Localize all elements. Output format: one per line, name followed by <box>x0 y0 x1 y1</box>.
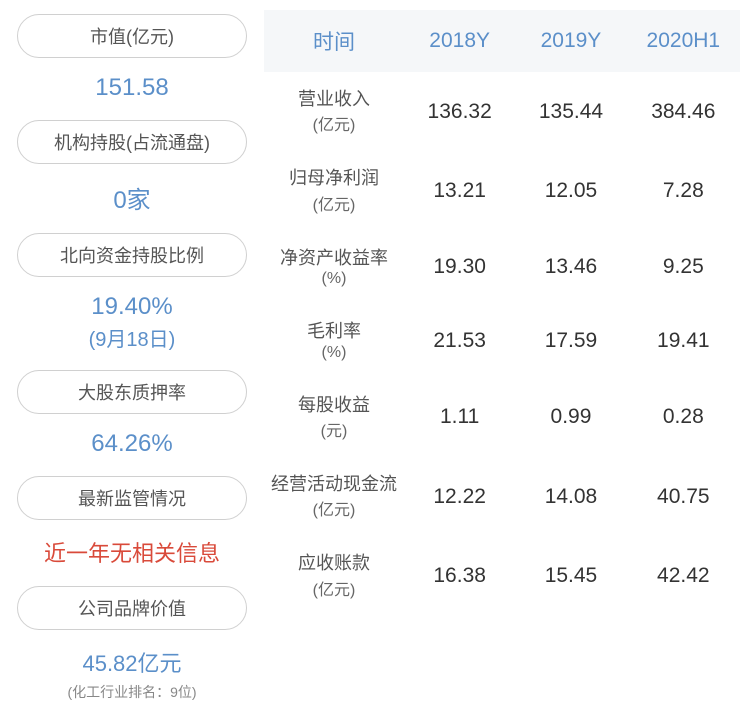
table-header-cell: 2020H1 <box>627 10 740 72</box>
table-row: 净资产收益率(%)19.3013.469.25 <box>264 231 740 304</box>
table-cell: 0.99 <box>515 378 626 457</box>
table-row: 应收账款(亿元)16.3815.4542.42 <box>264 536 740 615</box>
table-header: 时间2018Y2019Y2020H1 <box>264 10 740 72</box>
row-label: 经营活动现金流 <box>268 473 400 496</box>
table-cell: 13.46 <box>515 231 626 304</box>
table-cell: 42.42 <box>627 536 740 615</box>
row-label: 营业收入 <box>268 88 400 111</box>
row-unit: (%) <box>268 344 400 362</box>
table-header-cell: 2019Y <box>515 10 626 72</box>
stat-pill: 北向资金持股比例 <box>17 233 247 277</box>
table-cell: 384.46 <box>627 72 740 151</box>
table-cell: 13.21 <box>404 151 515 230</box>
stat-value-block: 19.40%(9月18日) <box>8 293 256 352</box>
stat-value: 45.82亿元 <box>8 646 256 678</box>
table-cell: 12.05 <box>515 151 626 230</box>
row-label-cell: 每股收益(元) <box>264 378 404 457</box>
row-unit: (亿元) <box>268 496 400 520</box>
table-row: 每股收益(元)1.110.990.28 <box>264 378 740 457</box>
table-cell: 0.28 <box>627 378 740 457</box>
table-cell: 21.53 <box>404 304 515 377</box>
row-unit: (亿元) <box>268 111 400 135</box>
stat-pill: 最新监管情况 <box>17 476 247 520</box>
stat-sub: (9月18日) <box>8 323 256 352</box>
stat-value: 64.26% <box>8 430 256 458</box>
right-table-panel: 时间2018Y2019Y2020H1 营业收入(亿元)136.32135.443… <box>264 0 750 678</box>
table-header-cell: 2018Y <box>404 10 515 72</box>
table-cell: 9.25 <box>627 231 740 304</box>
table-row: 经营活动现金流(亿元)12.2214.0840.75 <box>264 457 740 536</box>
table-cell: 12.22 <box>404 457 515 536</box>
row-label-cell: 应收账款(亿元) <box>264 536 404 615</box>
table-cell: 7.28 <box>627 151 740 230</box>
stat-value-block: 151.58 <box>8 74 256 102</box>
table-row: 归母净利润(亿元)13.2112.057.28 <box>264 151 740 230</box>
stat-value: 151.58 <box>8 74 256 102</box>
table-cell: 136.32 <box>404 72 515 151</box>
stat-value-block: 45.82亿元 (化工行业排名：9位) <box>8 646 256 702</box>
row-label: 净资产收益率 <box>268 247 400 270</box>
stat-value-block: 64.26% <box>8 430 256 458</box>
table-cell: 16.38 <box>404 536 515 615</box>
row-label: 归母净利润 <box>268 167 400 190</box>
left-stats-panel: 市值(亿元) 151.58 机构持股(占流通盘) 0家北向资金持股比例 19.40%(9… <box>0 0 264 678</box>
row-unit: (亿元) <box>268 576 400 600</box>
table-cell: 40.75 <box>627 457 740 536</box>
stat-value-block: 近一年无相关信息 <box>8 536 256 568</box>
row-label-cell: 营业收入(亿元) <box>264 72 404 151</box>
stat-value: 近一年无相关信息 <box>8 536 256 568</box>
table-header-cell: 时间 <box>264 10 404 72</box>
table-cell: 15.45 <box>515 536 626 615</box>
table-cell: 17.59 <box>515 304 626 377</box>
row-label-cell: 毛利率(%) <box>264 304 404 377</box>
table-cell: 19.41 <box>627 304 740 377</box>
row-label-cell: 归母净利润(亿元) <box>264 151 404 230</box>
row-unit: (亿元) <box>268 191 400 215</box>
row-unit: (%) <box>268 270 400 288</box>
stat-pill: 机构持股(占流通盘) <box>17 120 247 164</box>
stat-pill: 市值(亿元) <box>17 14 247 58</box>
table-row: 毛利率(%)21.5317.5919.41 <box>264 304 740 377</box>
row-label: 毛利率 <box>268 320 400 343</box>
row-unit: (元) <box>268 417 400 441</box>
row-label: 每股收益 <box>268 394 400 417</box>
table-body: 营业收入(亿元)136.32135.44384.46归母净利润(亿元)13.21… <box>264 72 740 616</box>
stat-value: 0家 <box>8 180 256 215</box>
stat-value: 19.40% <box>8 293 256 321</box>
stat-value-block: 0家 <box>8 180 256 215</box>
financial-table: 时间2018Y2019Y2020H1 营业收入(亿元)136.32135.443… <box>264 10 740 616</box>
stat-note: (化工行业排名：9位) <box>8 682 256 702</box>
row-label: 应收账款 <box>268 552 400 575</box>
row-label-cell: 经营活动现金流(亿元) <box>264 457 404 536</box>
table-cell: 1.11 <box>404 378 515 457</box>
row-label-cell: 净资产收益率(%) <box>264 231 404 304</box>
table-cell: 14.08 <box>515 457 626 536</box>
stat-pill: 公司品牌价值 <box>17 586 247 630</box>
table-row: 营业收入(亿元)136.32135.44384.46 <box>264 72 740 151</box>
table-cell: 135.44 <box>515 72 626 151</box>
table-cell: 19.30 <box>404 231 515 304</box>
stat-pill: 大股东质押率 <box>17 370 247 414</box>
